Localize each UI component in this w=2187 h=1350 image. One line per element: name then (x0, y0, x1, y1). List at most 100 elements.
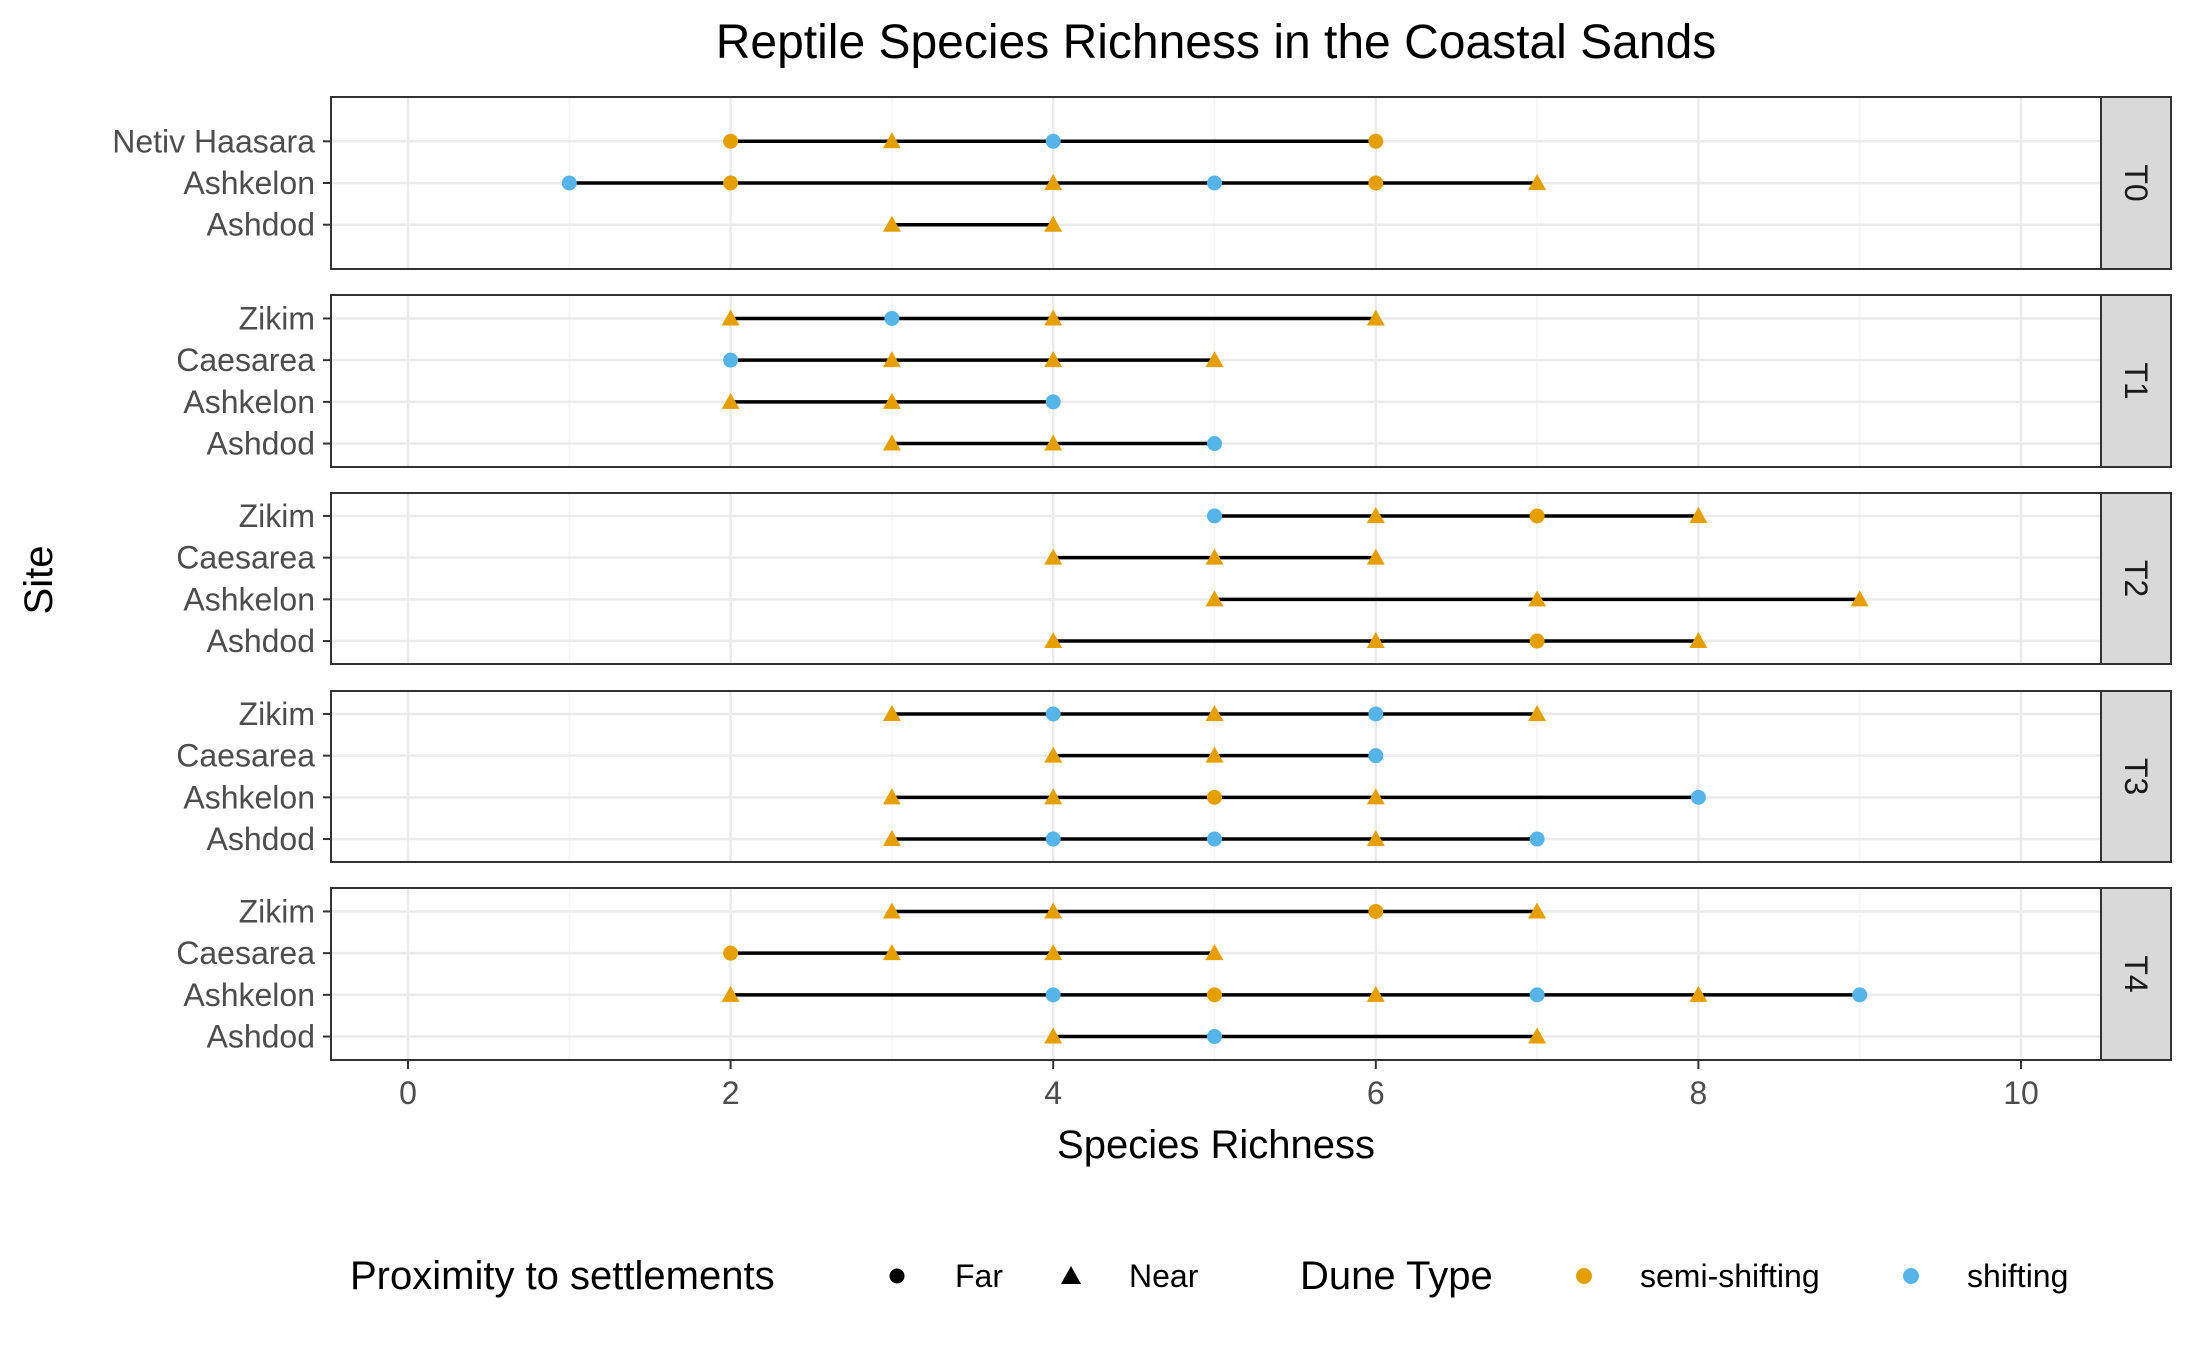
x-axis: 0 2 4 6 8 10 (399, 1060, 2039, 1111)
y-tick-label: Zikim (239, 893, 315, 929)
point-near-semi-shifting (882, 788, 901, 805)
y-tick-label: Ashdod (206, 1019, 315, 1055)
point-near-semi-shifting (721, 985, 740, 1002)
legend-title-dune-type: Dune Type (1300, 1254, 1493, 1298)
point-near-semi-shifting (882, 944, 901, 961)
y-tick-label: Ashkelon (183, 165, 315, 201)
point-near-semi-shifting (1528, 1027, 1547, 1044)
facet-strip (2100, 294, 2172, 468)
point-near-semi-shifting (1205, 746, 1224, 763)
point-near-semi-shifting (1528, 174, 1547, 190)
y-tick-label: Caesarea (176, 935, 315, 971)
facet-strip-label: T4 (2118, 955, 2154, 992)
point-near-semi-shifting (1044, 434, 1063, 451)
point-near-semi-shifting (1205, 704, 1224, 721)
y-tick-label: Caesarea (176, 342, 315, 378)
chart-title: Reptile Species Richness in the Coastal … (716, 16, 1717, 69)
facet-strip (2100, 690, 2172, 863)
x-tick-label: 4 (1044, 1075, 1062, 1111)
point-far-shifting (1045, 831, 1061, 847)
legend-key-far (889, 1268, 905, 1284)
point-far-semi-shifting (723, 133, 739, 149)
point-near-semi-shifting (1689, 985, 1708, 1002)
x-tick-label: 6 (1367, 1075, 1385, 1111)
legend: Proximity to settlements Far Near Dune Type… (350, 1254, 2068, 1298)
point-near-semi-shifting (1528, 902, 1547, 919)
legend-label-semi-shifting: semi-shifting (1640, 1258, 1820, 1294)
y-tick-label: Netiv Haasara (112, 123, 315, 159)
point-near-semi-shifting (1205, 944, 1224, 961)
point-near-semi-shifting (1044, 902, 1063, 919)
y-tick-label: Ashkelon (183, 384, 315, 420)
point-far-semi-shifting (1368, 903, 1384, 919)
point-far-semi-shifting (723, 945, 739, 961)
point-near-semi-shifting (1366, 830, 1385, 847)
legend-key-near (1061, 1266, 1081, 1284)
facet-strip (2100, 96, 2172, 270)
y-tick-label: Ashdod (206, 821, 315, 857)
point-near-semi-shifting (1044, 788, 1063, 805)
facet-panel-t4: Zikim Caesarea Ashkelon Ashdod T4 (176, 887, 2172, 1061)
point-far-shifting (561, 175, 577, 191)
point-near-semi-shifting (1044, 944, 1063, 961)
point-near-semi-shifting (1205, 548, 1224, 565)
point-far-shifting (1852, 987, 1868, 1003)
point-far-shifting (1207, 508, 1222, 524)
point-near-semi-shifting (1044, 632, 1063, 649)
point-near-semi-shifting (721, 309, 740, 326)
facet-panels: Netiv Haasara Ashkelon Ashdod T0 Zikim Caesar… (112, 96, 2172, 1061)
point-far-shifting (723, 352, 739, 368)
point-near-semi-shifting (1366, 788, 1385, 805)
point-far-semi-shifting (1529, 508, 1545, 524)
point-far-semi-shifting (1368, 133, 1384, 149)
point-near-semi-shifting (1205, 351, 1224, 368)
point-far-shifting (1690, 789, 1706, 805)
point-far-shifting (1207, 436, 1222, 452)
point-far-shifting (884, 310, 900, 326)
point-near-semi-shifting (1366, 309, 1385, 326)
legend-label-near: Near (1129, 1258, 1199, 1294)
y-tick-label: Ashdod (206, 207, 315, 243)
point-far-semi-shifting (1207, 987, 1222, 1003)
y-tick-label: Ashkelon (183, 779, 315, 815)
point-near-semi-shifting (1689, 506, 1708, 523)
point-far-shifting (1529, 831, 1545, 847)
point-far-shifting (1207, 831, 1222, 847)
facet-strip (2100, 492, 2172, 665)
point-near-semi-shifting (882, 902, 901, 919)
point-near-semi-shifting (1044, 309, 1063, 326)
legend-key-shifting (1903, 1268, 1919, 1284)
point-near-semi-shifting (1205, 590, 1224, 607)
point-far-shifting (1207, 175, 1222, 191)
point-near-semi-shifting (1044, 215, 1063, 232)
point-near-semi-shifting (1528, 704, 1547, 721)
point-far-shifting (1045, 133, 1061, 149)
point-far-semi-shifting (1368, 175, 1384, 191)
x-tick-label: 10 (2003, 1075, 2039, 1111)
point-far-shifting (1045, 394, 1061, 410)
y-tick-label: Zikim (239, 498, 315, 534)
facet-strip-label: T1 (2118, 362, 2154, 399)
point-near-semi-shifting (1044, 548, 1063, 565)
point-far-semi-shifting (723, 175, 739, 191)
point-far-shifting (1529, 987, 1545, 1003)
point-near-semi-shifting (882, 132, 901, 149)
point-near-semi-shifting (1689, 632, 1708, 649)
point-far-shifting (1368, 748, 1384, 764)
facet-panel-t2: Zikim Caesarea Ashkelon Ashdod T2 (176, 492, 2172, 665)
point-near-semi-shifting (721, 392, 740, 409)
point-near-semi-shifting (882, 351, 901, 368)
point-near-semi-shifting (882, 215, 901, 232)
point-near-semi-shifting (882, 704, 901, 721)
point-near-semi-shifting (1366, 985, 1385, 1002)
point-near-semi-shifting (882, 830, 901, 847)
legend-label-shifting: shifting (1967, 1258, 2068, 1294)
point-near-semi-shifting (882, 392, 901, 409)
y-tick-label: Ashkelon (183, 977, 315, 1013)
y-tick-label: Caesarea (176, 540, 315, 576)
point-near-semi-shifting (1366, 548, 1385, 565)
x-tick-label: 2 (722, 1075, 740, 1111)
point-near-semi-shifting (1366, 506, 1385, 523)
point-far-shifting (1368, 706, 1384, 722)
